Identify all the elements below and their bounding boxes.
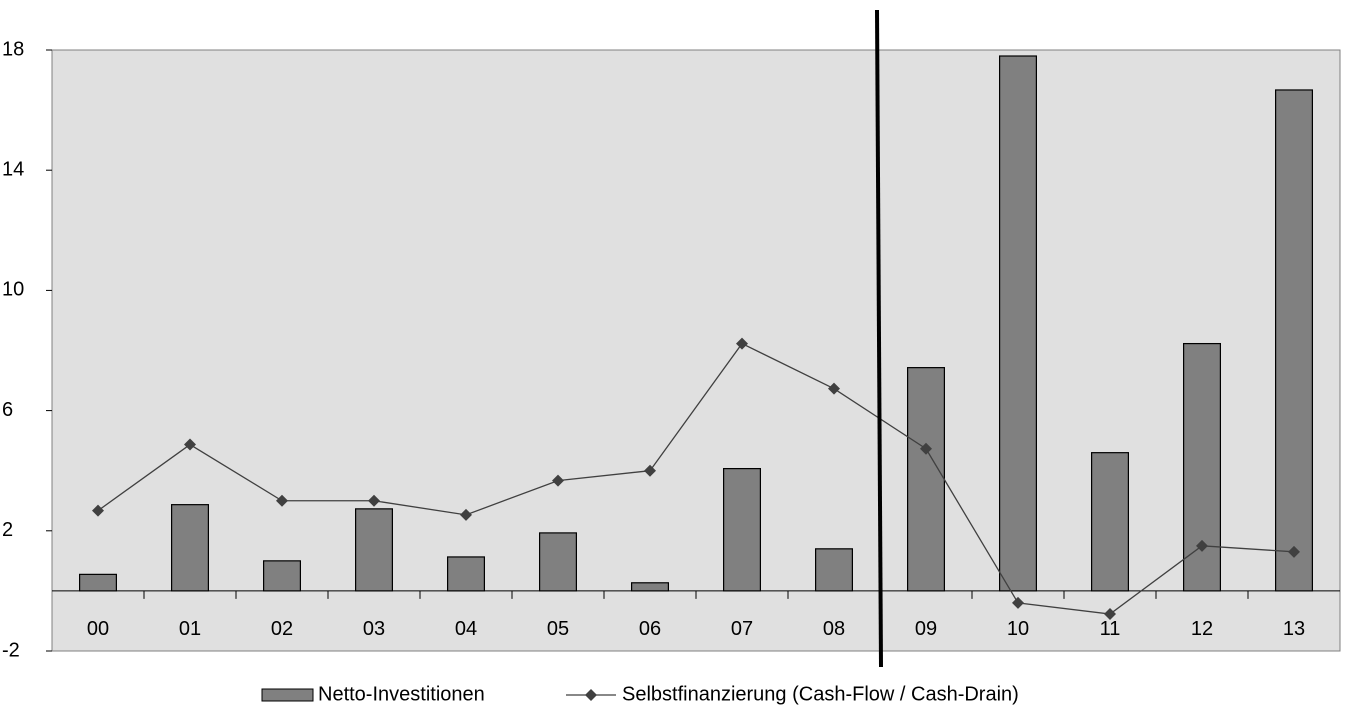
y-tick-label: 2 (2, 519, 13, 541)
x-tick-label: 13 (1283, 618, 1305, 640)
marker (1104, 608, 1116, 621)
y-tick-label: 14 (2, 158, 24, 180)
bar (630, 582, 669, 592)
legend-label: Netto-Investitionen (318, 683, 485, 705)
bar (78, 573, 117, 592)
marker (1012, 596, 1024, 609)
x-tick-label: 04 (455, 618, 477, 640)
bar (1274, 89, 1313, 592)
bar (447, 556, 486, 592)
marker (184, 438, 196, 451)
x-tick-label: 10 (1007, 618, 1029, 640)
x-tick-label: 11 (1100, 618, 1121, 640)
marker (92, 504, 104, 517)
x-tick-label: 05 (547, 618, 569, 640)
bar (998, 55, 1037, 592)
legend-marker (585, 689, 597, 701)
bar (171, 504, 210, 592)
x-tick-label: 06 (639, 618, 661, 640)
marker (736, 337, 748, 350)
y-tick-label: -2 (2, 639, 20, 661)
bar (1182, 342, 1221, 592)
x-tick-label: 12 (1191, 618, 1213, 640)
x-tick-label: 01 (179, 618, 201, 640)
marker (1288, 545, 1300, 558)
x-tick-label: 09 (915, 618, 937, 640)
bar (906, 367, 945, 592)
legend-label: Selbstfinanzierung (Cash-Flow / Cash-Dra… (622, 683, 1019, 705)
x-tick-label: 07 (731, 618, 753, 640)
marker (460, 508, 472, 521)
bar (1090, 452, 1129, 592)
y-tick-label: 10 (2, 279, 24, 301)
marker (920, 442, 932, 455)
bar (722, 467, 761, 592)
bar (538, 532, 577, 592)
marker (552, 474, 564, 487)
x-tick-label: 02 (271, 618, 293, 640)
separator (875, 9, 883, 668)
line (97, 342, 1295, 615)
x-tick-label: 03 (363, 618, 385, 640)
bar (263, 560, 302, 592)
x-tick-label: 08 (823, 618, 845, 640)
x-tick-label: 00 (87, 618, 109, 640)
bar (355, 508, 394, 592)
plot-area (51, 49, 1341, 652)
marker (368, 494, 380, 507)
y-tick-label: 6 (2, 399, 13, 421)
y-tick-label: 18 (2, 38, 24, 60)
marker (644, 464, 656, 477)
bar (814, 548, 853, 592)
marker (1196, 539, 1208, 552)
marker (276, 494, 288, 507)
legend-swatch (261, 688, 314, 702)
marker (828, 382, 840, 395)
